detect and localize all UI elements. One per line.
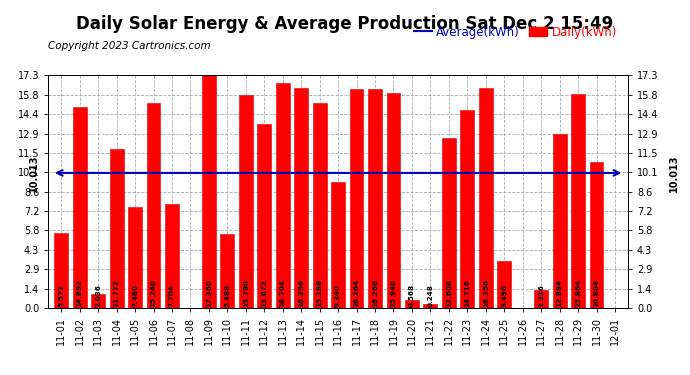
Legend: Average(kWh), Daily(kWh): Average(kWh), Daily(kWh)	[409, 21, 622, 44]
Bar	[220, 234, 235, 308]
Text: 10.013: 10.013	[669, 154, 679, 192]
Text: 15.864: 15.864	[575, 279, 581, 307]
Bar	[239, 95, 253, 308]
Text: 16.356: 16.356	[483, 279, 489, 307]
Bar	[368, 89, 382, 308]
Text: 10.804: 10.804	[593, 279, 600, 307]
Text: 16.704: 16.704	[279, 279, 286, 307]
Bar	[202, 74, 216, 307]
Text: 9.340: 9.340	[335, 284, 341, 307]
Bar	[553, 134, 566, 308]
Text: 10.013: 10.013	[28, 154, 39, 192]
Bar	[534, 290, 548, 308]
Bar	[331, 182, 345, 308]
Bar	[424, 304, 437, 307]
Text: 15.940: 15.940	[391, 279, 397, 307]
Text: 0.568: 0.568	[409, 284, 415, 307]
Text: 17.360: 17.360	[206, 279, 212, 307]
Text: 15.188: 15.188	[317, 279, 323, 307]
Text: Daily Solar Energy & Average Production Sat Dec 2 15:49: Daily Solar Energy & Average Production …	[77, 15, 613, 33]
Text: 16.264: 16.264	[353, 279, 359, 307]
Text: 5.488: 5.488	[224, 284, 230, 307]
Text: 15.780: 15.780	[243, 279, 249, 307]
Bar	[257, 124, 271, 308]
Bar	[146, 103, 161, 308]
Bar	[442, 138, 456, 308]
Bar	[110, 149, 124, 308]
Text: 7.704: 7.704	[169, 284, 175, 307]
Text: 14.716: 14.716	[464, 279, 471, 307]
Bar	[91, 294, 105, 308]
Text: 0.248: 0.248	[427, 284, 433, 307]
Bar	[313, 104, 326, 308]
Text: 3.496: 3.496	[501, 284, 507, 307]
Text: 16.296: 16.296	[298, 279, 304, 307]
Bar	[571, 94, 585, 308]
Bar	[128, 207, 142, 308]
Text: 13.672: 13.672	[262, 279, 267, 307]
Text: 12.884: 12.884	[557, 279, 562, 307]
Bar	[405, 300, 419, 307]
Text: 1.316: 1.316	[538, 284, 544, 307]
Bar	[589, 162, 604, 308]
Text: 7.480: 7.480	[132, 284, 138, 307]
Text: Copyright 2023 Cartronics.com: Copyright 2023 Cartronics.com	[48, 41, 211, 51]
Bar	[350, 89, 364, 308]
Bar	[55, 232, 68, 308]
Text: 15.240: 15.240	[150, 279, 157, 307]
Bar	[460, 110, 474, 308]
Bar	[72, 107, 87, 308]
Text: 16.268: 16.268	[372, 279, 378, 307]
Text: 12.608: 12.608	[446, 279, 452, 307]
Bar	[497, 261, 511, 308]
Bar	[479, 88, 493, 308]
Text: 14.892: 14.892	[77, 279, 83, 307]
Bar	[294, 88, 308, 308]
Bar	[165, 204, 179, 308]
Text: 1.036: 1.036	[95, 284, 101, 307]
Text: 5.572: 5.572	[58, 284, 64, 307]
Bar	[386, 93, 400, 308]
Bar	[276, 83, 290, 308]
Text: 11.772: 11.772	[114, 279, 119, 307]
